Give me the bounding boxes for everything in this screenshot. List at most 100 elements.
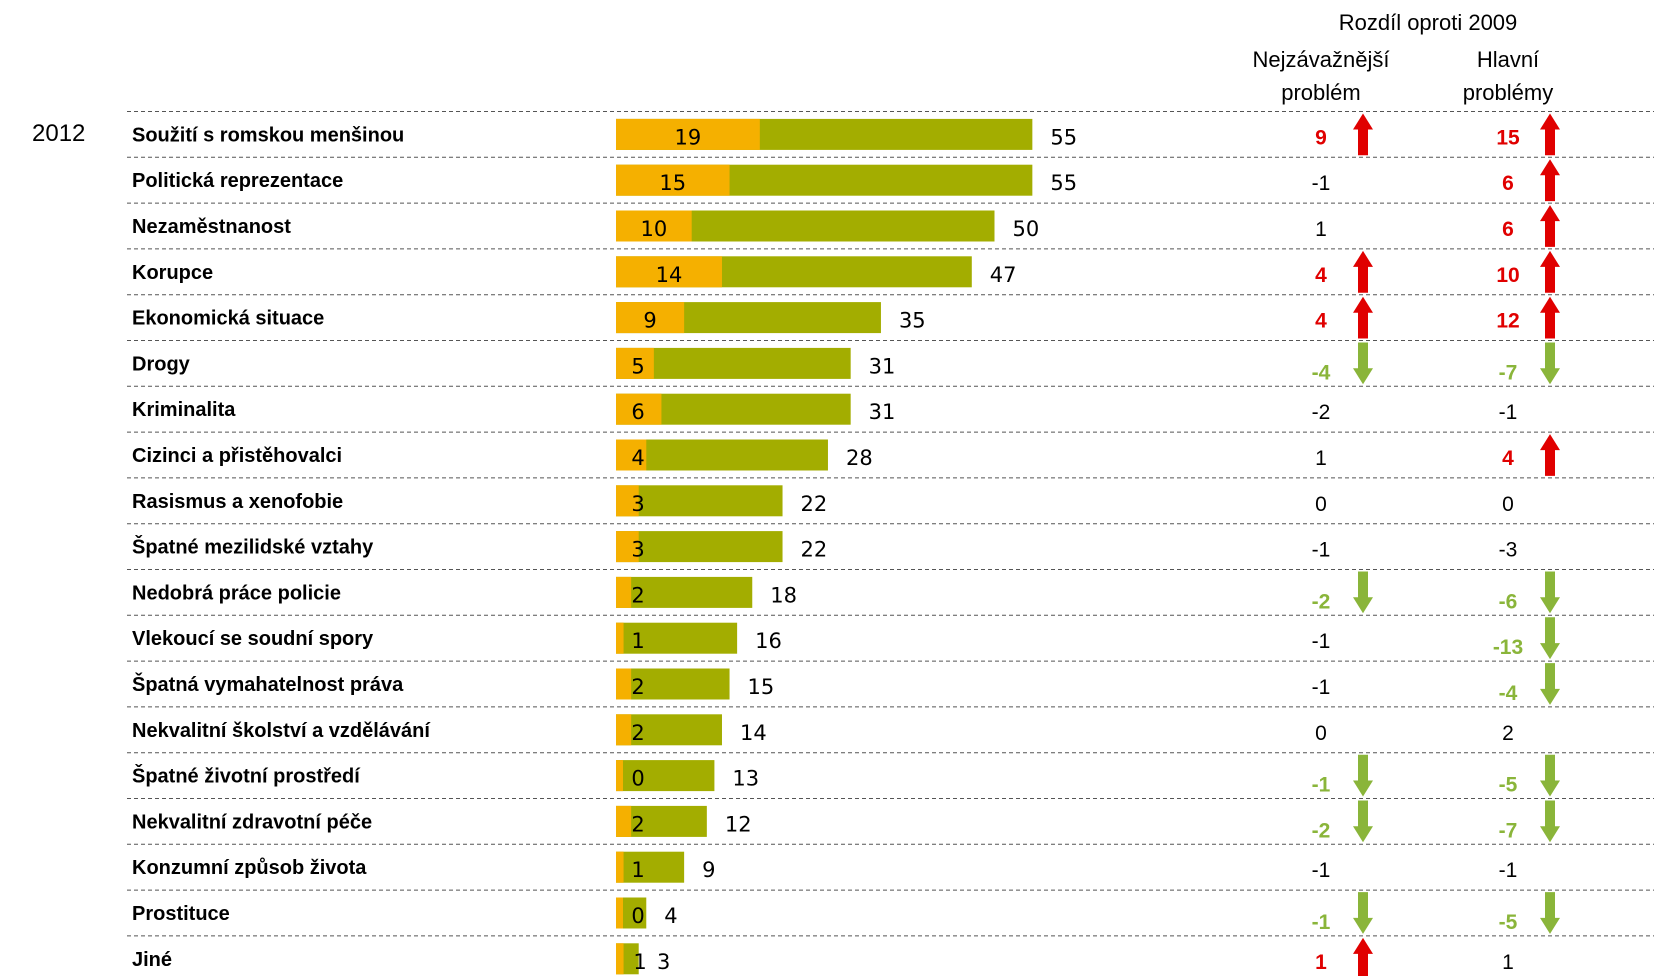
bar-value-total: 55	[1050, 171, 1077, 195]
bar-value-total: 50	[1013, 217, 1040, 241]
diff-main-value: 12	[1496, 310, 1519, 333]
diff-most-serious-value: 1	[1315, 951, 1327, 974]
bar-value-total: 35	[899, 309, 926, 333]
bar-most-serious	[616, 851, 624, 883]
arrow-down-icon	[1353, 342, 1373, 385]
bar-total	[616, 485, 783, 517]
diff-most-serious-value: 0	[1315, 493, 1327, 516]
bar-most-serious	[616, 485, 639, 517]
bar-most-serious	[616, 393, 662, 425]
bar-most-serious	[616, 118, 760, 150]
bar-total	[616, 760, 715, 792]
diff-main-value: 6	[1502, 218, 1514, 241]
category-label: Nezaměstnanost	[132, 216, 291, 238]
arrow-up-icon	[1353, 937, 1373, 976]
arrow-up-icon	[1540, 113, 1560, 156]
bar-value-total: 16	[755, 629, 782, 653]
bar-total	[616, 531, 783, 563]
bar-most-serious	[616, 897, 623, 929]
bar-value-total: 13	[732, 767, 759, 791]
diff-main-value: -4	[1499, 682, 1518, 705]
bar-total	[616, 714, 722, 746]
arrow-down-icon	[1353, 800, 1373, 843]
category-label: Konzumní způsob života	[132, 857, 367, 879]
diff-most-serious-value: 0	[1315, 722, 1327, 745]
bar-value-most-serious: 2	[631, 583, 644, 607]
bar-total	[616, 347, 851, 379]
bar-value-most-serious: 15	[659, 171, 686, 195]
arrow-down-icon	[1540, 754, 1560, 797]
arrow-up-icon	[1353, 113, 1373, 156]
category-label: Ekonomická situace	[132, 308, 324, 330]
diff-main-value: -5	[1499, 774, 1518, 797]
diff-main-value: 0	[1502, 493, 1514, 516]
bar-most-serious	[616, 805, 632, 837]
diff-most-serious-value: -2	[1312, 590, 1331, 613]
bar-value-most-serious: 2	[631, 721, 644, 745]
diff-header-most-serious-line2: problém	[1281, 80, 1360, 105]
diff-header-main-line1: Hlavní	[1477, 47, 1539, 72]
diff-most-serious-value: 1	[1315, 447, 1327, 470]
category-label: Rasismus a xenofobie	[132, 491, 343, 513]
bar-most-serious	[616, 943, 624, 975]
bar-most-serious	[616, 439, 647, 471]
category-label: Soužití s romskou menšinou	[132, 124, 404, 146]
bar-value-total: 22	[801, 492, 828, 516]
arrow-up-icon	[1540, 205, 1560, 247]
bar-value-total: 31	[869, 400, 896, 424]
year-label: 2012	[32, 120, 85, 147]
diff-most-serious-value: 4	[1315, 264, 1327, 287]
arrow-up-icon	[1540, 296, 1560, 339]
bar-most-serious	[616, 622, 624, 654]
bar-value-total: 28	[846, 446, 873, 470]
bar-total	[616, 851, 685, 883]
chart-rows: Soužití s romskou menšinou 19 55 9 15Politic…	[127, 111, 1654, 976]
diff-most-serious-value: -1	[1312, 676, 1331, 699]
arrow-up-icon	[1540, 159, 1560, 202]
category-label: Nekvalitní školství a vzdělávání	[132, 720, 431, 742]
arrow-up-icon	[1540, 250, 1560, 293]
bar-value-total: 47	[990, 263, 1017, 287]
category-label: Nedobrá práce policie	[132, 582, 341, 604]
arrow-down-icon	[1353, 571, 1373, 614]
bar-most-serious	[616, 714, 632, 746]
arrow-down-icon	[1540, 663, 1560, 705]
bar-value-total: 22	[801, 538, 828, 562]
diff-main-value: -7	[1499, 819, 1518, 842]
diff-header-most-serious-line1: Nejzávažnější	[1253, 47, 1390, 72]
bar-most-serious	[616, 576, 632, 608]
diff-main-value: 2	[1502, 722, 1514, 745]
bar-value-most-serious: 0	[631, 767, 644, 791]
diff-main-value: 15	[1496, 126, 1520, 149]
diff-most-serious-value: -2	[1312, 401, 1331, 424]
bar-value-most-serious: 6	[631, 400, 644, 424]
bar-value-most-serious: 1	[631, 629, 644, 653]
arrow-down-icon	[1353, 754, 1373, 797]
bar-value-most-serious: 3	[631, 538, 644, 562]
bar-value-total: 31	[869, 354, 896, 378]
bar-most-serious	[616, 531, 639, 563]
arrow-down-icon	[1540, 342, 1560, 385]
bar-value-most-serious: 2	[631, 812, 644, 836]
bar-value-most-serious: 5	[631, 354, 644, 378]
diff-header-title: Rozdíl oproti 2009	[1339, 10, 1518, 35]
diff-most-serious-value: 4	[1315, 310, 1327, 333]
diff-main-value: 1	[1502, 951, 1514, 974]
diff-most-serious-value: 1	[1315, 218, 1327, 241]
diff-main-value: -5	[1499, 911, 1518, 934]
bar-total	[616, 622, 738, 654]
category-label: Špatná vymahatelnost práva	[132, 672, 404, 696]
bar-value-total: 55	[1050, 125, 1077, 149]
category-label: Vlekoucí se soudní spory	[132, 628, 374, 650]
category-label: Drogy	[132, 353, 191, 375]
diff-most-serious-value: -1	[1312, 911, 1331, 934]
arrow-down-icon	[1540, 617, 1560, 660]
category-label: Špatné mezilidské vztahy	[132, 535, 374, 559]
bar-total	[616, 576, 753, 608]
arrow-down-icon	[1540, 571, 1560, 614]
diff-main-value: -7	[1499, 361, 1518, 384]
bar-most-serious	[616, 760, 623, 792]
bar-value-total: 3	[657, 950, 670, 974]
diff-header-main-line2: problémy	[1463, 80, 1553, 105]
